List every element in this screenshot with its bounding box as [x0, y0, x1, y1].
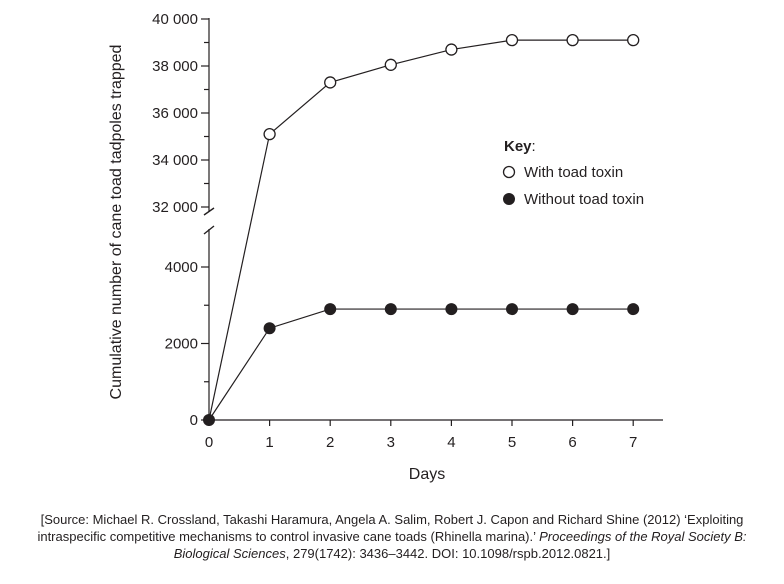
y-tick-label-upper: 40 000: [152, 11, 198, 28]
data-point-without-toxin: [627, 303, 640, 316]
x-tick-label: 0: [205, 434, 213, 451]
data-point-without-toxin: [203, 414, 215, 426]
y-tick-label-upper: 38 000: [152, 58, 198, 75]
series-lines: [208, 39, 634, 421]
source-journal: Proceedings of the Royal Society B:: [539, 529, 747, 544]
source-citation: [Source: Michael R. Crossland, Takashi H…: [10, 511, 774, 562]
data-point-without-toxin: [566, 303, 579, 316]
legend-label-without-toxin: Without toad toxin: [524, 191, 644, 208]
x-tick-label: 4: [447, 434, 455, 451]
source-line-1: [Source: Michael R. Crossland, Takashi H…: [40, 512, 744, 527]
source-line-3-text: , 279(1742): 3436–3442. DOI: 10.1098/rsp…: [285, 546, 611, 561]
legend-label-with-toxin: With toad toxin: [524, 164, 623, 181]
y-tick-label-upper: 32 000: [152, 199, 198, 216]
axis-break-mark-lower: [203, 225, 215, 235]
y-axis-title: Cumulative number of cane toad tadpoles …: [108, 45, 125, 400]
data-point-with-toxin: [505, 34, 519, 47]
axis-break-mark-upper: [203, 207, 215, 216]
data-point-with-toxin: [263, 127, 276, 141]
axes: [203, 18, 663, 421]
legend-marker-with-toxin: [502, 165, 516, 179]
y-tick-label-upper: 36 000: [152, 105, 198, 122]
x-axis-title: Days: [409, 466, 445, 483]
x-tick-label: 3: [387, 434, 395, 451]
data-point-without-toxin: [506, 303, 518, 316]
legend-marker-without-toxin: [503, 193, 515, 205]
ticks: 0 1 2 3 4 5 6 7 0 2000 4000 32 000 34 000 36 000 38 00…: [152, 11, 637, 451]
data-point-with-toxin: [566, 34, 579, 47]
series-line-with-toxin: [208, 39, 634, 421]
data-point-with-toxin: [445, 43, 458, 56]
data-point-with-toxin: [627, 34, 640, 47]
source-journal-cont: Biological Sciences: [173, 546, 286, 561]
x-tick-label: 6: [568, 434, 576, 451]
data-point-with-toxin: [324, 76, 337, 89]
x-tick-label: 7: [629, 434, 637, 451]
y-tick-label-upper: 34 000: [152, 152, 198, 169]
y-tick-label-lower: 0: [190, 412, 198, 429]
source-line-2-text: intraspecific competitive mechanisms to …: [37, 529, 536, 544]
data-point-with-toxin: [384, 58, 397, 71]
y-tick-label-lower: 2000: [165, 336, 198, 353]
series-points: [203, 34, 640, 426]
source-line-3: Biological Sciences, 279(1742): 3436–344…: [10, 545, 774, 562]
legend-title: Key:: [504, 138, 536, 155]
data-point-without-toxin: [384, 303, 397, 316]
x-tick-label: 1: [265, 434, 273, 451]
data-point-without-toxin: [445, 303, 458, 316]
y-tick-label-lower: 4000: [165, 259, 198, 276]
x-tick-label: 2: [326, 434, 334, 451]
x-tick-label: 5: [508, 434, 516, 451]
chart: 0 1 2 3 4 5 6 7 0 2000 4000 32 000 34 000 36 000 38 00…: [108, 11, 663, 483]
legend: Key: With toad toxin Without toad toxin: [502, 138, 644, 208]
series-line-without-toxin: [208, 308, 634, 421]
data-point-without-toxin: [324, 303, 337, 316]
source-line-2: intraspecific competitive mechanisms to …: [10, 528, 774, 545]
data-point-without-toxin: [263, 322, 276, 335]
